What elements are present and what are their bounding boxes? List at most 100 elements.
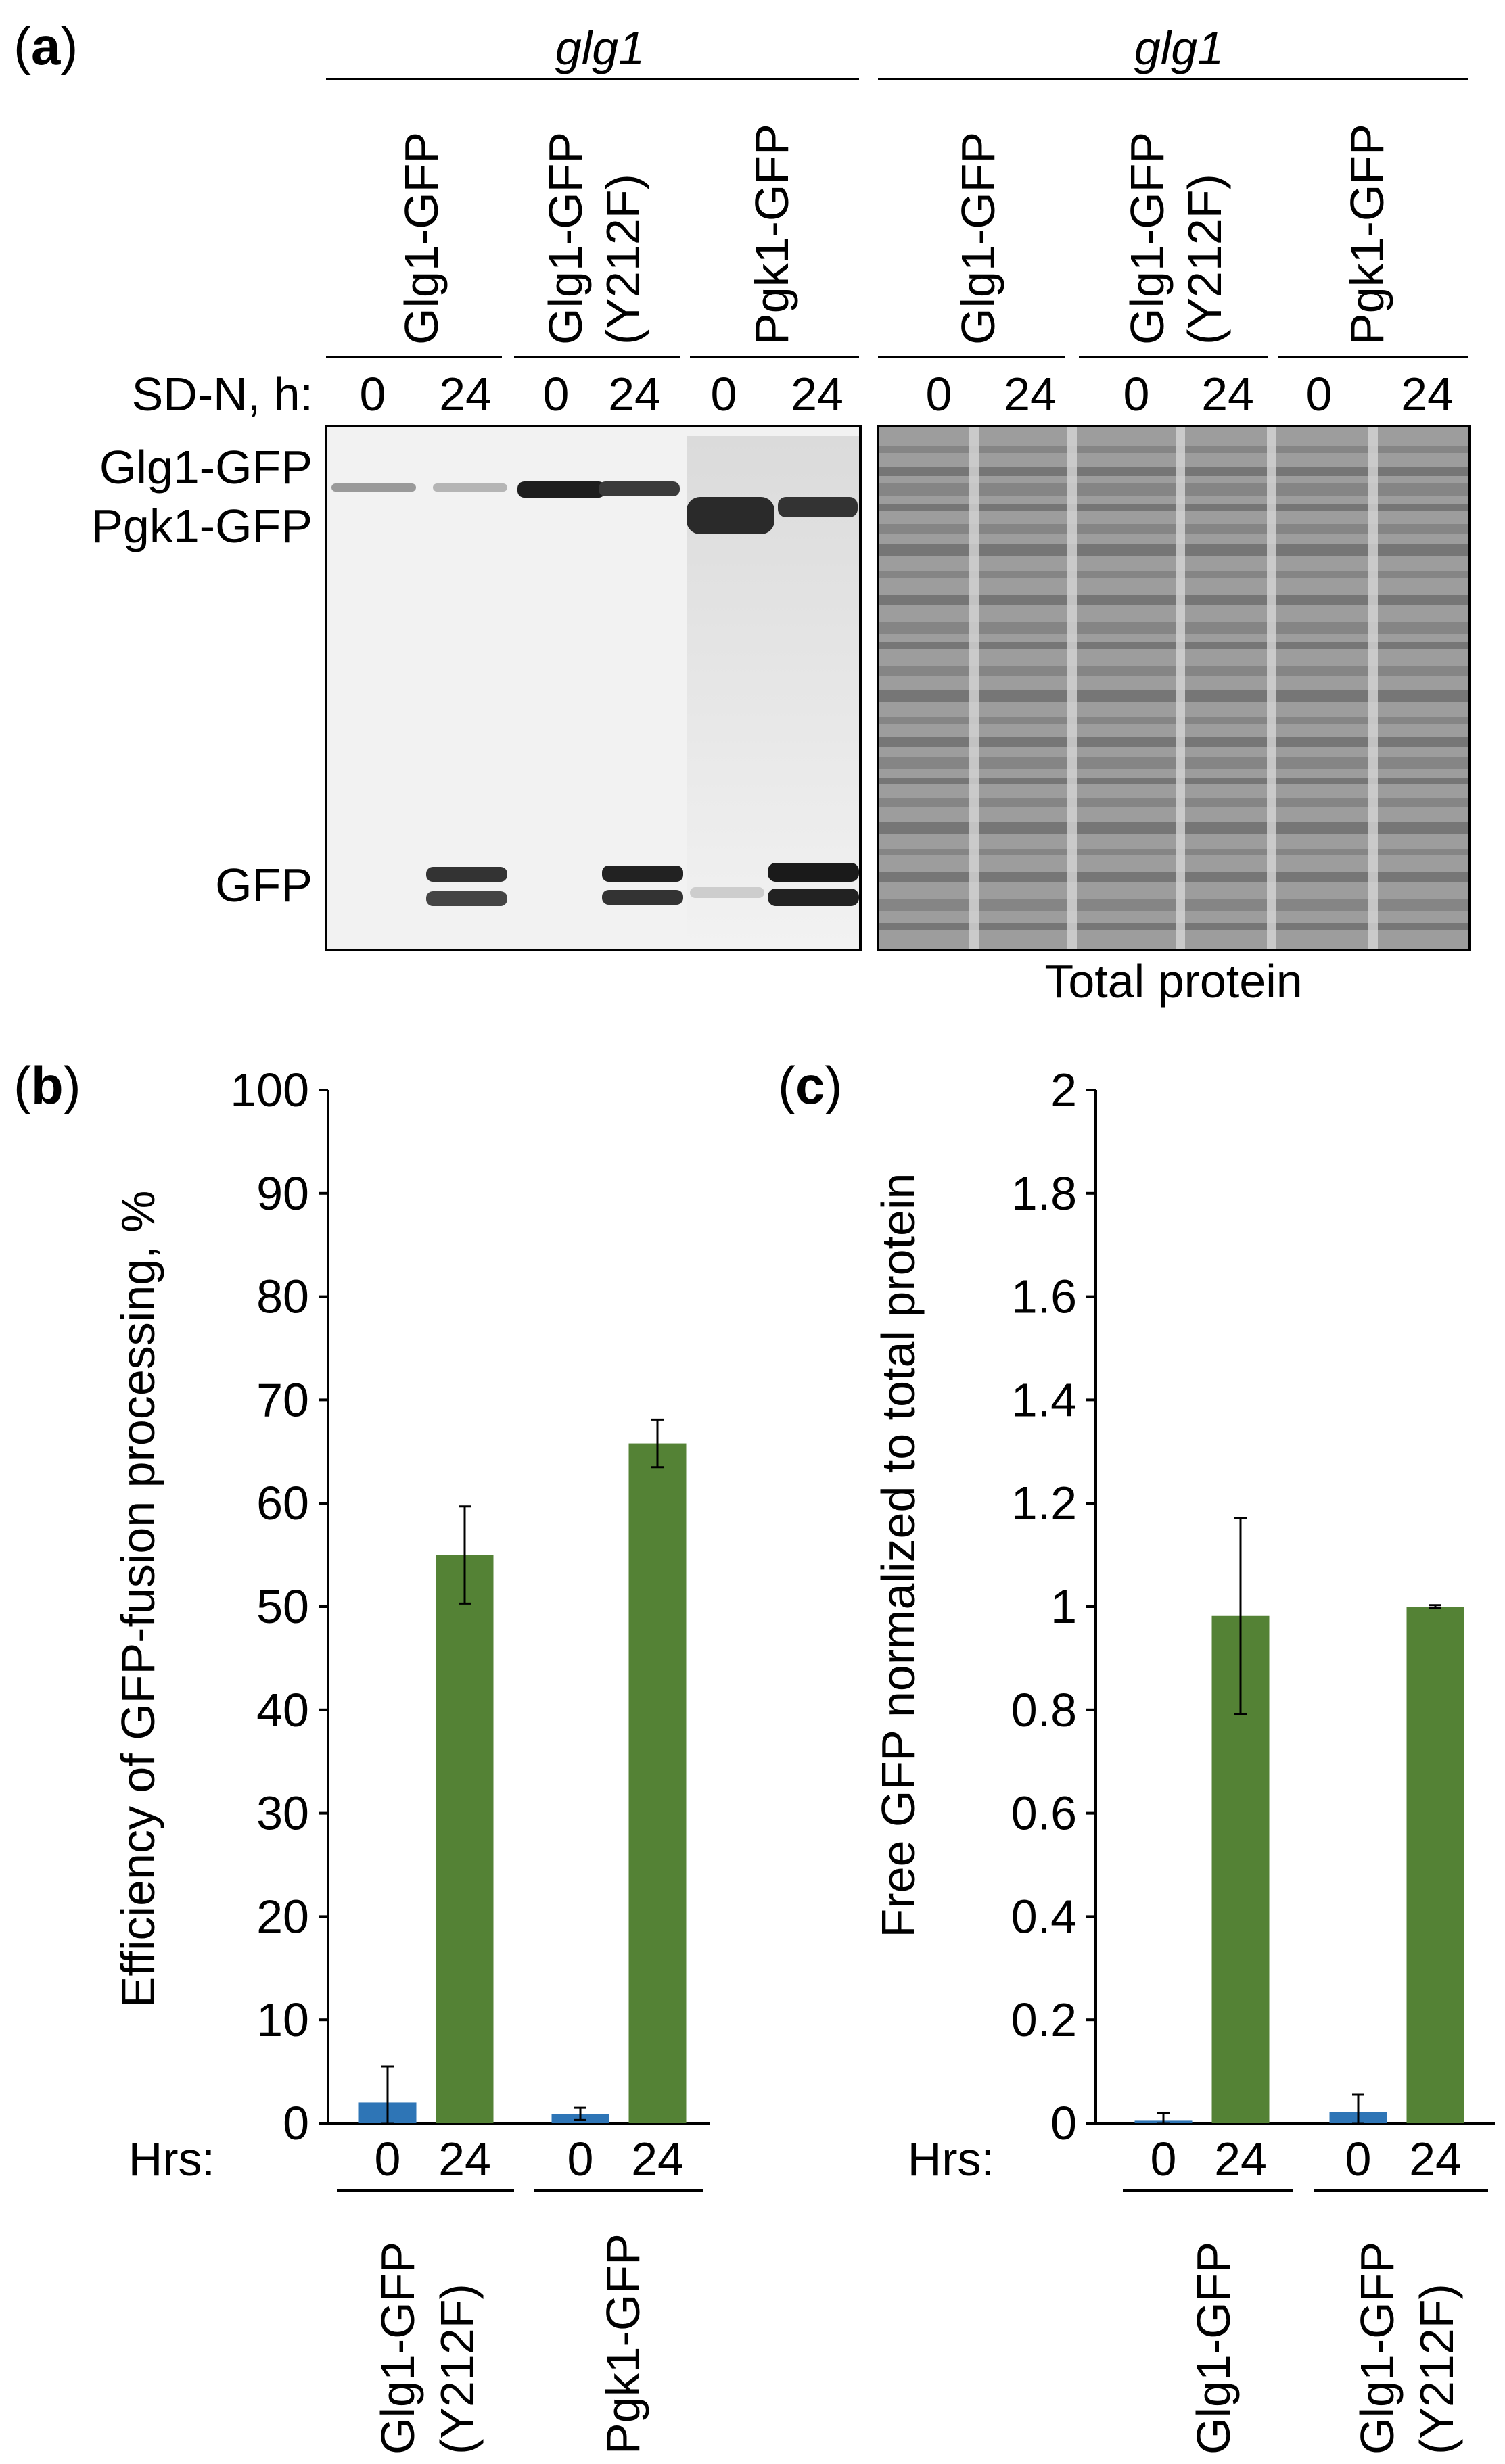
svg-text:0: 0 xyxy=(543,368,570,421)
svg-text:0: 0 xyxy=(360,368,386,421)
panel-c-y-axis-label: Free GFP normalized to total protein xyxy=(872,1173,925,1938)
lane-label-glg1-y212f-mutation-r: (Y212F) xyxy=(1178,174,1231,345)
y-tick-label: 0 xyxy=(283,2097,309,2150)
band-glg1-y212f-24h xyxy=(599,481,680,496)
panel-b-label: (b) xyxy=(14,1056,81,1115)
y-tick-label: 70 xyxy=(256,1373,309,1426)
panel-b-bars: 0 24 0 24 xyxy=(358,1418,687,2185)
band-pgk1-gfp-24h xyxy=(778,497,858,517)
stain-band xyxy=(878,595,1469,605)
y-tick-label: 90 xyxy=(256,1167,309,1220)
stain-band xyxy=(878,737,1469,747)
band-gfp-y212f-24h-b xyxy=(602,890,683,905)
stain-band xyxy=(878,872,1469,882)
lane-label-glg1-y212f-mutation: (Y212F) xyxy=(597,174,649,345)
panel-c-group-label-2a: Glg1-GFP xyxy=(1351,2242,1404,2455)
lane-label-glg1-y212f-r: Glg1-GFP xyxy=(1121,132,1174,345)
lane-label-glg1-gfp-r: Glg1-GFP xyxy=(952,132,1004,345)
svg-text:24: 24 xyxy=(608,368,661,421)
y-tick-label: 100 xyxy=(230,1064,309,1116)
panel-c-axes: 0 0.2 0.4 0.6 0.8 1 1.2 1.4 1.6 1.8 2 xyxy=(1011,1064,1495,2150)
total-protein-stain xyxy=(877,425,1471,951)
band-glg1-gfp-0h xyxy=(331,483,416,492)
x-time-label: 0 xyxy=(1151,2133,1177,2185)
band-pgk1-gfp-0h xyxy=(687,497,774,534)
stain-band xyxy=(878,822,1469,834)
band-glg1-gfp-24h xyxy=(433,483,507,492)
panel-b-hrs-label: Hrs: xyxy=(129,2133,215,2185)
stain-band xyxy=(878,483,1469,496)
svg-text:24: 24 xyxy=(1401,368,1454,421)
panel-b-axes: 0 10 20 30 40 50 60 70 80 90 100 xyxy=(230,1064,710,2150)
band-gfp-pgk1-24h-b xyxy=(768,889,859,906)
y-tick-label: 1.8 xyxy=(1011,1167,1077,1220)
svg-text:0: 0 xyxy=(711,368,737,421)
svg-text:0: 0 xyxy=(1306,368,1333,421)
lane-label-glg1-y212f: Glg1-GFP xyxy=(539,132,592,345)
x-time-label: 0 xyxy=(375,2133,401,2185)
stain-band xyxy=(878,778,1469,784)
x-time-label: 0 xyxy=(1345,2133,1372,2185)
western-blot-gfp xyxy=(325,425,862,951)
y-tick-label: 0.8 xyxy=(1011,1684,1077,1736)
stain-band xyxy=(878,446,1469,453)
panel-b-group-labels: Glg1-GFP (Y212F) Pgk1-GFP xyxy=(337,2189,703,2455)
y-tick-label: 0 xyxy=(1050,2097,1077,2150)
bar xyxy=(436,1555,494,2123)
y-tick-label: 2 xyxy=(1050,1064,1077,1116)
strain-label-left: glg1 xyxy=(555,22,645,74)
svg-text:0: 0 xyxy=(926,368,952,421)
stain-label: Total protein xyxy=(1044,955,1302,1008)
y-tick-label: 0.6 xyxy=(1011,1787,1077,1840)
band-label-pgk1-gfp: Pgk1-GFP xyxy=(91,500,312,552)
stain-band xyxy=(878,923,1469,930)
y-tick-label: 20 xyxy=(256,1890,309,1943)
lane-label-pgk1-gfp: Pgk1-GFP xyxy=(745,124,798,345)
band-gfp-glg1-24h-a xyxy=(426,867,507,882)
x-time-label: 24 xyxy=(438,2133,491,2185)
x-time-label: 0 xyxy=(568,2133,594,2185)
lane-gap xyxy=(1176,427,1185,949)
panel-c-group-labels: Glg1-GFP Glg1-GFP (Y212F) xyxy=(1123,2189,1488,2455)
panel-c-bars: 0 24 0 24 xyxy=(1134,1517,1464,2185)
panel-c: (c) Free GFP normalized to total protein… xyxy=(778,1056,1495,2455)
panel-b: (b) Efficiency of GFP-fusion processing,… xyxy=(14,1056,710,2455)
panel-b-group-label-2: Pgk1-GFP xyxy=(597,2233,649,2455)
svg-text:24: 24 xyxy=(1004,368,1057,421)
panel-c-group-label-2b: (Y212F) xyxy=(1410,2283,1463,2455)
y-tick-label: 40 xyxy=(256,1684,309,1736)
band-gfp-glg1-24h-b xyxy=(426,891,507,906)
band-gfp-y212f-24h-a xyxy=(602,866,683,882)
lane-gap xyxy=(1368,427,1378,949)
stain-band xyxy=(878,571,1469,578)
panel-c-label: (c) xyxy=(778,1056,842,1115)
stain-band xyxy=(878,757,1469,769)
panel-b-group-label-1b: (Y212F) xyxy=(431,2283,484,2455)
lane-label-pgk1-gfp-r: Pgk1-GFP xyxy=(1341,124,1393,345)
svg-text:24: 24 xyxy=(1201,368,1254,421)
stain-band xyxy=(878,690,1469,702)
panel-c-hrs-label: Hrs: xyxy=(908,2133,994,2185)
y-tick-label: 30 xyxy=(256,1787,309,1840)
stain-band xyxy=(878,642,1469,649)
strain-label-right: glg1 xyxy=(1134,22,1224,74)
panel-c-group-label-1: Glg1-GFP xyxy=(1187,2242,1240,2455)
y-tick-label: 1.4 xyxy=(1011,1373,1077,1426)
bar xyxy=(1406,1607,1464,2123)
stain-band xyxy=(878,798,1469,807)
lane-gap xyxy=(1267,427,1276,949)
panel-a: (a) glg1 glg1 Glg1-GFP Glg1-GFP (Y212F) … xyxy=(14,16,1471,1008)
stain-band xyxy=(878,717,1469,724)
y-tick-label: 80 xyxy=(256,1271,309,1323)
lane-gap xyxy=(1067,427,1077,949)
lane-group-labels: Glg1-GFP Glg1-GFP (Y212F) Pgk1-GFP Glg1-… xyxy=(395,124,1393,345)
y-tick-label: 1.6 xyxy=(1011,1271,1077,1323)
stain-band xyxy=(878,524,1469,534)
stain-band xyxy=(878,467,1469,476)
y-tick-label: 50 xyxy=(256,1580,309,1633)
svg-text:24: 24 xyxy=(791,368,843,421)
svg-text:0: 0 xyxy=(1124,368,1150,421)
y-tick-label: 1.2 xyxy=(1011,1477,1077,1530)
stain-band xyxy=(878,544,1469,556)
